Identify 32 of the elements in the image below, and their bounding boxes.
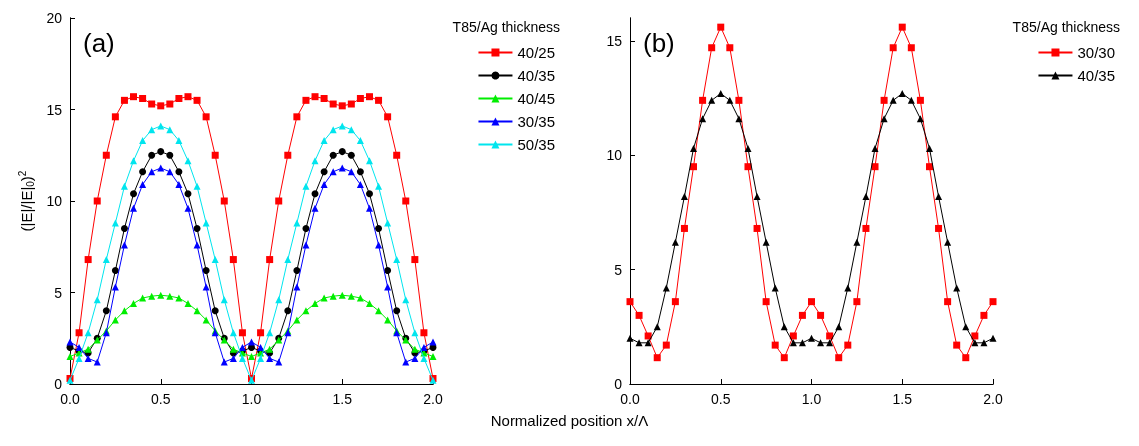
y-tick-label: 10 xyxy=(46,193,63,209)
y-tick-label: 15 xyxy=(46,101,63,118)
legend-title: T85/Ag thickness xyxy=(452,19,560,35)
x-tick-label: 1.0 xyxy=(801,391,822,407)
x-tick-label: 2.0 xyxy=(983,391,1003,407)
y-tick-label: 5 xyxy=(614,261,623,278)
legend-label: 40/35 xyxy=(517,67,556,84)
annotation: (a) xyxy=(83,28,115,58)
annotation: (b) xyxy=(643,28,675,58)
y-tick-label: 5 xyxy=(54,284,63,301)
x-axis-title: Normalized position x/Λ xyxy=(489,412,650,429)
legend-title: T85/Ag thickness xyxy=(1012,19,1120,35)
legend-label: 30/30 xyxy=(1077,44,1116,61)
y-tick-label: 0 xyxy=(54,376,63,392)
y-tick-label: 10 xyxy=(606,147,623,164)
legend-label: 40/35 xyxy=(1077,67,1116,84)
x-tick-label: 2.0 xyxy=(423,391,443,407)
y-tick-label: 0 xyxy=(614,376,623,392)
y-axis-title: (|E|/|E|0)2 xyxy=(17,170,37,232)
x-tick-label: 0.0 xyxy=(60,391,80,407)
x-tick-label: 1.0 xyxy=(241,391,262,407)
x-tick-label: 1.5 xyxy=(892,391,913,407)
x-tick-label: 1.5 xyxy=(332,391,353,407)
legend-label: 40/25 xyxy=(517,44,556,61)
x-tick-label: 0.5 xyxy=(151,391,171,407)
y-tick-label: 20 xyxy=(46,10,63,26)
legend-label: 30/35 xyxy=(517,113,556,130)
x-tick-label: 0.5 xyxy=(711,391,731,407)
x-tick-label: 0.0 xyxy=(620,391,640,407)
y-tick-label: 15 xyxy=(606,32,623,49)
legend-label: 50/35 xyxy=(517,136,556,153)
legend-label: 40/45 xyxy=(517,90,556,107)
